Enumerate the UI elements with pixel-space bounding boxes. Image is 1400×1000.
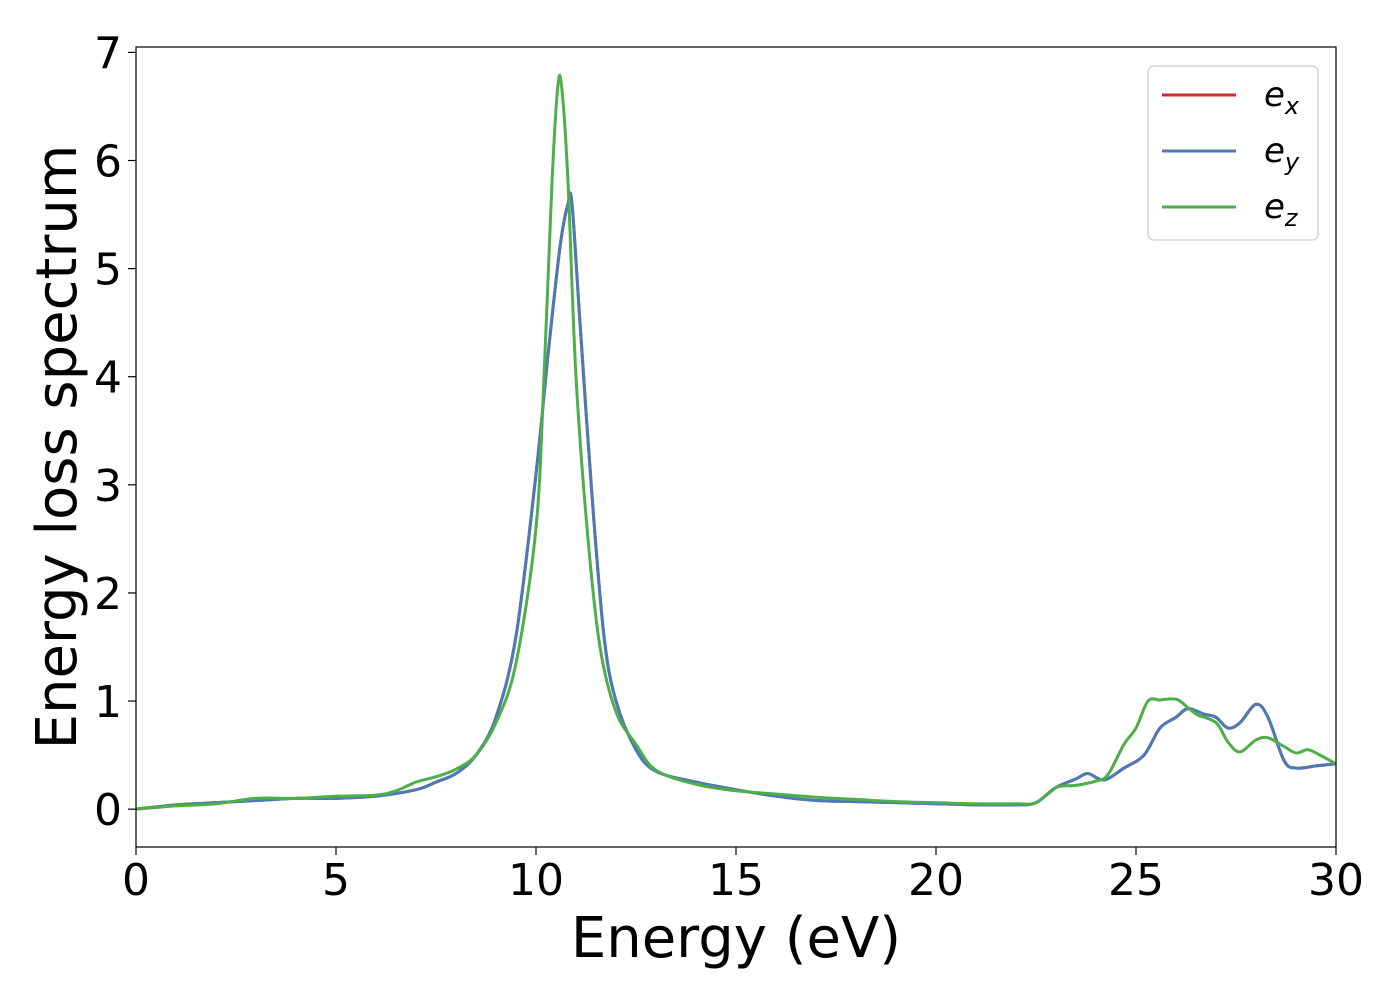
x-axis-label: Energy (eV)	[571, 906, 901, 971]
series-line-z	[136, 74, 1336, 811]
y-tick-label: 2	[94, 569, 122, 620]
legend-label-z: ez	[1264, 187, 1299, 232]
y-axis: 0 1 2 3 4 5 6 7	[94, 28, 136, 836]
y-tick-label: 5	[94, 245, 122, 296]
x-tick-label: 0	[122, 855, 150, 906]
x-axis: 0 5 10 15 20 25 30	[122, 847, 1364, 906]
legend-label-x: ex	[1264, 75, 1300, 120]
y-tick-label: 7	[94, 28, 122, 79]
plot-area	[136, 74, 1336, 811]
x-tick-label: 25	[1108, 855, 1164, 906]
y-tick-label: 0	[94, 785, 122, 836]
legend-label-y: ey	[1264, 131, 1300, 176]
series-line-x	[136, 191, 1336, 811]
x-tick-label: 30	[1308, 855, 1364, 906]
y-tick-label: 6	[94, 137, 122, 188]
x-tick-label: 10	[508, 855, 564, 906]
y-tick-label: 3	[94, 461, 122, 512]
series-line-y	[136, 191, 1336, 811]
x-tick-label: 5	[322, 855, 350, 906]
legend-box	[1147, 65, 1319, 241]
y-axis-label: Energy loss spectrum	[25, 145, 90, 750]
x-tick-label: 15	[708, 855, 764, 906]
x-tick-label: 20	[908, 855, 964, 906]
plot-frame	[135, 46, 1337, 848]
legend: ex ey ez	[1147, 65, 1319, 241]
y-tick-label: 1	[94, 677, 122, 728]
y-tick-label: 4	[94, 353, 122, 404]
